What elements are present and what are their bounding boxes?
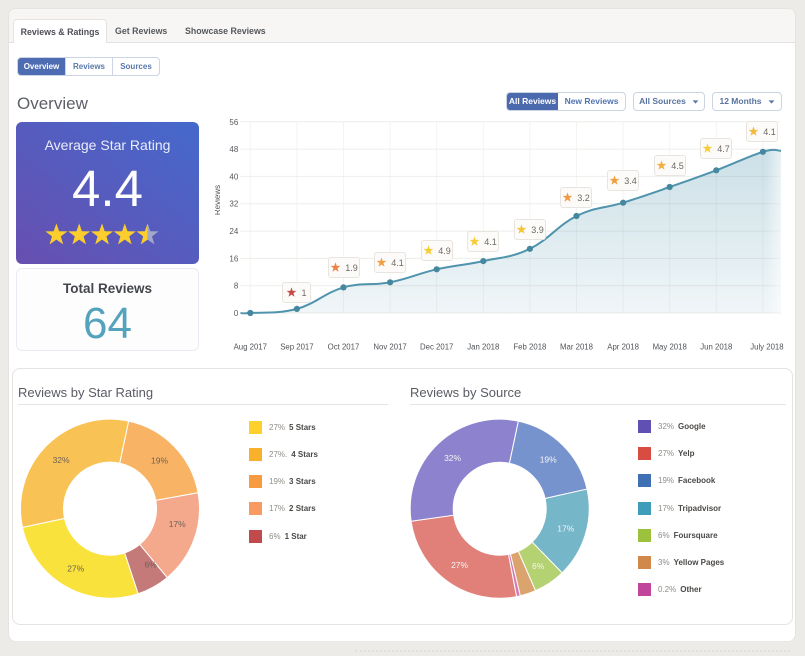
svg-text:19%: 19% xyxy=(151,456,168,466)
svg-text:Sep 2017: Sep 2017 xyxy=(280,343,313,352)
svg-text:24: 24 xyxy=(229,227,238,236)
svg-text:6%: 6% xyxy=(144,560,157,570)
svg-text:32%: 32% xyxy=(53,455,70,465)
svg-text:Mar 2018: Mar 2018 xyxy=(560,343,593,352)
svg-text:16: 16 xyxy=(229,254,238,263)
svg-text:8: 8 xyxy=(234,282,239,291)
svg-text:Nov 2017: Nov 2017 xyxy=(373,343,406,352)
svg-text:6%: 6% xyxy=(532,561,545,571)
svg-text:19%: 19% xyxy=(540,455,557,465)
svg-text:Oct 2017: Oct 2017 xyxy=(328,343,360,352)
svg-text:0: 0 xyxy=(234,309,239,318)
svg-text:Dec 2017: Dec 2017 xyxy=(420,343,453,352)
svg-text:17%: 17% xyxy=(557,523,574,533)
svg-text:Apr 2018: Apr 2018 xyxy=(607,343,639,352)
svg-text:48: 48 xyxy=(229,145,238,154)
svg-text:56: 56 xyxy=(229,118,238,127)
svg-text:27%: 27% xyxy=(451,560,468,570)
svg-text:32: 32 xyxy=(229,200,238,209)
svg-text:40: 40 xyxy=(229,172,238,181)
svg-text:Jan 2018: Jan 2018 xyxy=(467,343,499,352)
svg-text:July 2018: July 2018 xyxy=(750,343,783,352)
svg-text:Feb 2018: Feb 2018 xyxy=(513,343,546,352)
svg-text:17%: 17% xyxy=(169,519,186,529)
svg-text:Jun 2018: Jun 2018 xyxy=(700,343,732,352)
svg-text:Reviews: Reviews xyxy=(215,185,222,215)
svg-text:Aug 2017: Aug 2017 xyxy=(234,343,267,352)
svg-text:27%: 27% xyxy=(67,564,84,574)
svg-text:32%: 32% xyxy=(444,453,461,463)
svg-text:May 2018: May 2018 xyxy=(653,343,687,352)
